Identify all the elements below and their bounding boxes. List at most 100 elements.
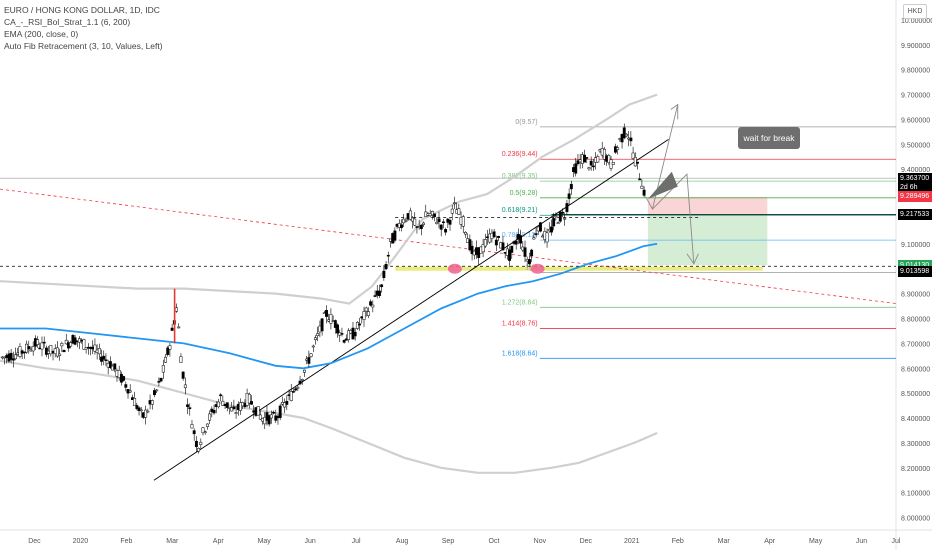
candle-body-22 bbox=[49, 345, 53, 355]
candle-body-4 bbox=[9, 352, 13, 360]
x-tick-label-11: Nov bbox=[534, 538, 547, 545]
candle-body-155 bbox=[342, 339, 346, 343]
candle-body-131 bbox=[289, 391, 293, 401]
candle-body-162 bbox=[358, 323, 362, 326]
candle-body-80 bbox=[177, 326, 181, 329]
x-tick-label-8: Aug bbox=[396, 538, 409, 545]
candle-body-242 bbox=[534, 233, 538, 235]
candle-body-122 bbox=[269, 414, 273, 419]
candle-body-169 bbox=[373, 295, 377, 297]
candle-body-279 bbox=[616, 147, 620, 150]
candle-body-116 bbox=[256, 406, 260, 416]
candle-body-92 bbox=[203, 431, 207, 433]
candle-body-44 bbox=[97, 348, 101, 355]
indicator-ema[interactable]: EMA (200, close, 0) bbox=[4, 29, 79, 39]
candle-body-283 bbox=[625, 133, 628, 137]
candle-body-203 bbox=[448, 220, 452, 225]
candle-body-70 bbox=[155, 389, 159, 392]
bearish-arrowhead bbox=[686, 253, 699, 265]
candle-body-29 bbox=[64, 339, 68, 345]
candle-body-258 bbox=[569, 183, 573, 190]
candle-body-42 bbox=[93, 344, 97, 352]
candle-body-134 bbox=[296, 386, 300, 389]
y-tick-label-4: 9.600000 bbox=[901, 117, 930, 124]
candle-body-5 bbox=[11, 358, 15, 361]
candle-body-26 bbox=[58, 353, 62, 356]
candle-body-128 bbox=[283, 402, 287, 408]
candle-body-79 bbox=[175, 307, 178, 312]
candle-body-16 bbox=[36, 339, 40, 345]
candle-body-201 bbox=[444, 229, 448, 233]
candle-body-141 bbox=[311, 345, 315, 348]
candle-body-267 bbox=[589, 160, 593, 166]
x-tick-label-18: Jun bbox=[856, 538, 867, 545]
x-tick-label-19: Jul bbox=[892, 538, 901, 545]
fib-label-3: 0.5(9.28) bbox=[510, 190, 538, 197]
fib-label-9: 1.618(8.64) bbox=[502, 350, 538, 357]
candle-body-244 bbox=[538, 222, 542, 232]
candle-body-147 bbox=[325, 310, 328, 317]
candle-body-19 bbox=[42, 341, 46, 344]
x-tick-label-13: 2021 bbox=[624, 538, 640, 545]
candle-body-195 bbox=[430, 211, 434, 216]
candle-body-255 bbox=[563, 217, 567, 220]
candle-body-61 bbox=[135, 405, 139, 409]
candle-body-31 bbox=[69, 342, 73, 347]
candle-body-86 bbox=[190, 424, 194, 429]
x-tick-label-14: Feb bbox=[672, 538, 684, 545]
candle-body-75 bbox=[166, 347, 170, 355]
x-tick-label-5: May bbox=[258, 538, 272, 545]
candle-body-230 bbox=[508, 249, 512, 261]
y-tick-label-13: 8.400000 bbox=[901, 416, 930, 423]
currency-button[interactable]: HKD bbox=[903, 4, 927, 19]
candle-body-231 bbox=[510, 245, 514, 253]
candle-body-69 bbox=[153, 390, 156, 396]
fib-label-8: 1.414(8.76) bbox=[502, 320, 538, 327]
candle-body-288 bbox=[636, 161, 639, 164]
candle-body-157 bbox=[347, 330, 351, 340]
fib-label-7: 1.272(8.84) bbox=[502, 299, 538, 306]
candle-body-65 bbox=[144, 409, 148, 418]
candle-body-66 bbox=[146, 410, 150, 413]
candle-body-167 bbox=[369, 301, 373, 306]
candle-body-135 bbox=[298, 380, 302, 385]
candle-body-143 bbox=[316, 333, 320, 336]
symbol-title[interactable]: EURO / HONG KONG DOLLAR, 1D, IDC bbox=[4, 5, 160, 15]
candle-body-256 bbox=[565, 203, 569, 212]
candle-body-117 bbox=[258, 414, 262, 420]
indicator-rsi-bol[interactable]: CA_-_RSI_Bol_Strat_1.1 (6, 200) bbox=[4, 17, 131, 27]
candle-body-227 bbox=[501, 242, 505, 251]
candle-body-25 bbox=[55, 347, 59, 357]
candle-body-291 bbox=[642, 189, 646, 196]
candle-body-151 bbox=[333, 320, 337, 328]
indicator-fib[interactable]: Auto Fib Retracement (3, 10, Values, Lef… bbox=[4, 41, 163, 51]
candle-body-171 bbox=[377, 290, 381, 296]
candle-body-237 bbox=[523, 247, 527, 257]
fib-label-4: 0.618(9.21) bbox=[502, 207, 538, 214]
y-tick-label-7: 9.100000 bbox=[901, 242, 930, 249]
candle-body-190 bbox=[419, 224, 423, 230]
candle-body-76 bbox=[168, 345, 172, 350]
lower-band bbox=[0, 359, 658, 474]
candle-body-282 bbox=[622, 127, 626, 139]
candle-body-145 bbox=[320, 318, 324, 332]
candle-body-250 bbox=[552, 218, 556, 227]
y-tick-label-3: 9.700000 bbox=[901, 93, 930, 100]
bottom-marker-1 bbox=[447, 263, 462, 274]
candle-body-51 bbox=[113, 363, 117, 370]
candle-body-168 bbox=[371, 304, 375, 308]
candle-body-289 bbox=[638, 178, 642, 181]
x-tick-label-10: Oct bbox=[489, 538, 500, 545]
candle-body-100 bbox=[221, 400, 225, 406]
candle-body-164 bbox=[362, 311, 366, 320]
candle-body-126 bbox=[278, 405, 282, 418]
fib-label-1: 0.236(9.44) bbox=[502, 151, 538, 158]
candle-body-224 bbox=[494, 239, 498, 246]
candle-body-133 bbox=[294, 388, 298, 391]
candle-body-106 bbox=[234, 412, 238, 414]
candle-body-152 bbox=[336, 324, 339, 334]
candle-body-105 bbox=[232, 406, 236, 410]
y-tick-label-6: 9.400000 bbox=[901, 167, 930, 174]
